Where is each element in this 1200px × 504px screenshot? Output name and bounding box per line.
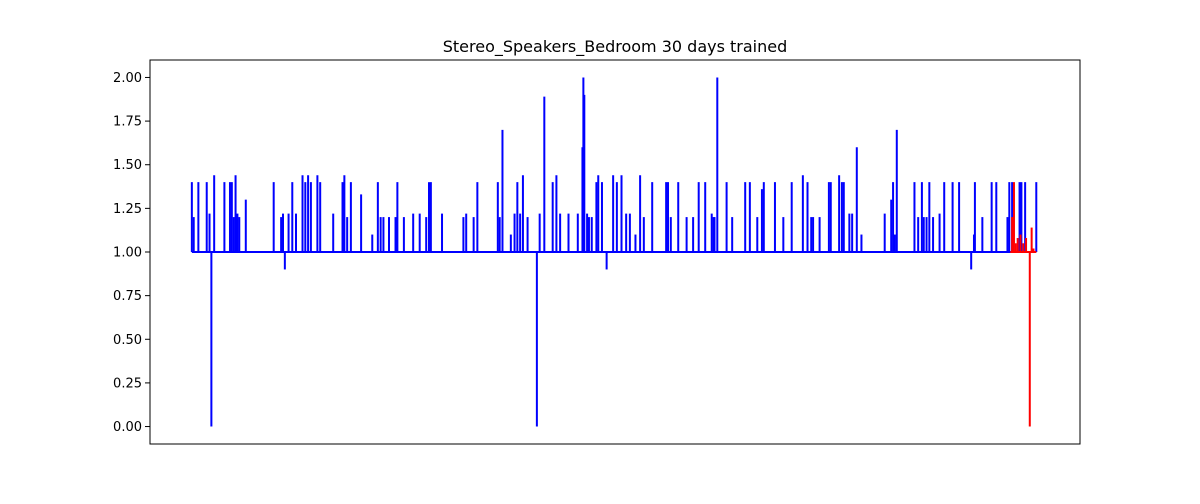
chart-title: Stereo_Speakers_Bedroom 30 days trained [443, 37, 788, 57]
y-tick-label: 0.75 [113, 289, 142, 304]
series-1 [1010, 182, 1037, 427]
series-layer [190, 77, 1038, 427]
series-0 [190, 77, 1038, 427]
y-tick-label: 1.75 [113, 115, 142, 130]
y-tick-label: 0.00 [113, 420, 142, 435]
y-tick-label: 1.50 [113, 158, 142, 173]
y-tick-label: 1.25 [113, 202, 142, 217]
y-tick-label: 0.25 [113, 376, 142, 391]
y-tick-label: 2.00 [113, 71, 142, 86]
y-tick-label: 0.50 [113, 333, 142, 348]
y-axis-ticks: 0.00 0.25 0.50 0.75 1.00 1.25 1.50 1.75 2.00 [113, 71, 150, 435]
y-tick-label: 1.00 [113, 246, 142, 261]
plot-area-frame [149, 59, 1081, 445]
